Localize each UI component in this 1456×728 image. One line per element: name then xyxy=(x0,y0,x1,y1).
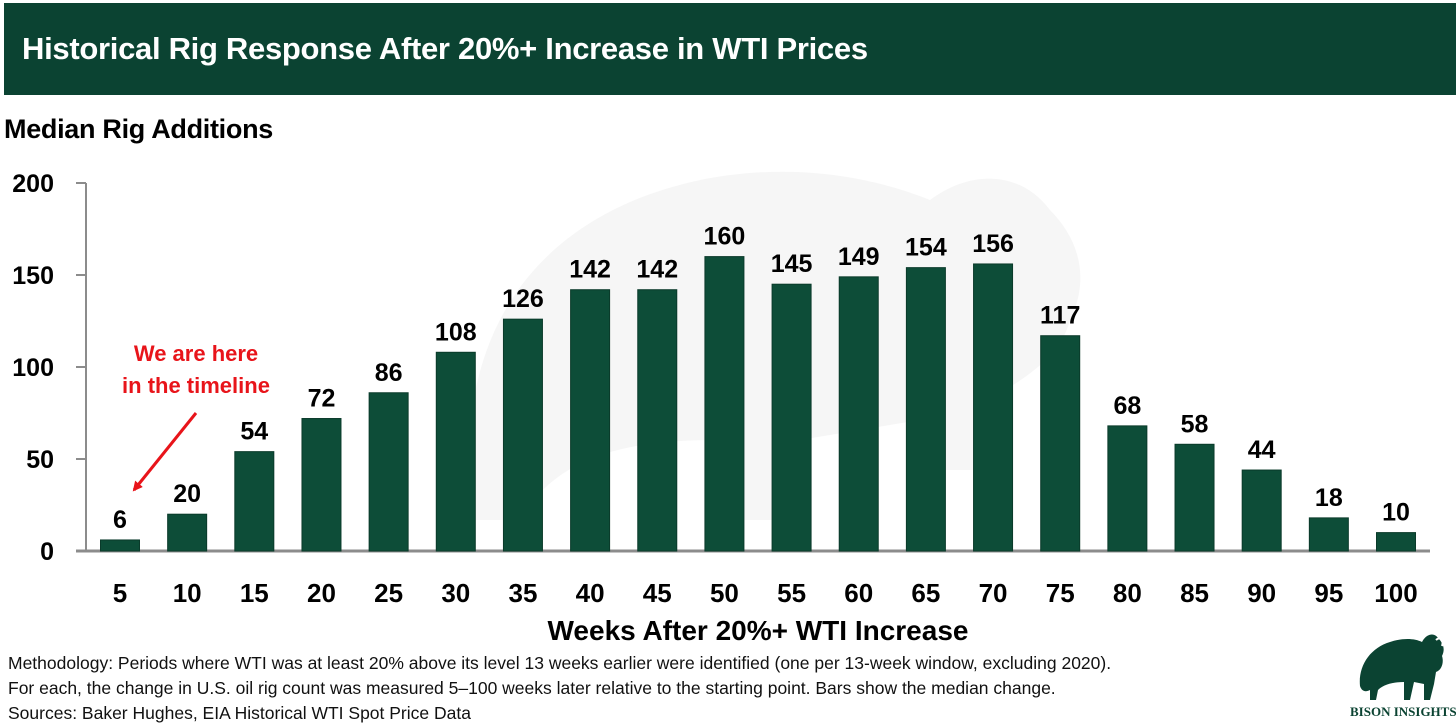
x-tick-label: 35 xyxy=(508,578,537,608)
bar xyxy=(100,539,140,552)
bar xyxy=(301,418,342,552)
bar xyxy=(838,276,879,552)
annotation-arrow xyxy=(132,412,198,492)
bar xyxy=(234,451,275,552)
logo-text: BISON INSIGHTS xyxy=(1350,704,1456,719)
data-label: 156 xyxy=(972,230,1014,258)
x-tick-label: 85 xyxy=(1180,578,1209,608)
annotation-line2: in the timeline xyxy=(122,373,270,398)
data-label: 149 xyxy=(838,243,880,271)
data-label: 142 xyxy=(636,256,678,284)
sources-note: Sources: Baker Hughes, EIA Historical WT… xyxy=(8,703,471,723)
data-label: 58 xyxy=(1181,410,1209,438)
x-tick-label: 95 xyxy=(1314,578,1343,608)
x-tick-label: 30 xyxy=(441,578,470,608)
x-tick-labels: 5 10 15 20 25 30 35 40 45 50 55 60 65 70 75 80 85 90 95 100 xyxy=(113,578,1418,608)
bar xyxy=(1308,517,1349,552)
data-label: 117 xyxy=(1040,302,1080,330)
bar xyxy=(973,263,1014,552)
data-label: 126 xyxy=(502,285,544,313)
y-tick-label: 200 xyxy=(12,170,54,198)
x-tick-label: 75 xyxy=(1046,578,1075,608)
bar xyxy=(905,267,946,552)
bar xyxy=(435,351,476,552)
x-tick-label: 100 xyxy=(1374,578,1417,608)
x-tick-label: 20 xyxy=(307,578,336,608)
x-tick-label: 40 xyxy=(576,578,605,608)
bar xyxy=(704,256,745,552)
x-tick-label: 50 xyxy=(710,578,739,608)
annotation-line1: We are here xyxy=(134,341,258,366)
bar xyxy=(1040,335,1081,552)
data-label: 10 xyxy=(1382,499,1410,527)
methodology-line-1: Methodology: Periods where WTI was at le… xyxy=(8,653,1112,673)
data-label: 20 xyxy=(173,480,201,508)
y-tick-label: 0 xyxy=(40,538,54,566)
bars xyxy=(100,256,1416,552)
x-axis-title: Weeks After 20%+ WTI Increase xyxy=(548,615,969,646)
data-labels: 6 20 54 72 86 108 126 142 142 160 145 149 154 156 117 6… xyxy=(113,223,1410,534)
x-tick-label: 60 xyxy=(844,578,873,608)
bar xyxy=(1376,532,1416,552)
bar xyxy=(570,289,611,552)
bar xyxy=(167,513,208,552)
methodology-line-2: For each, the change in U.S. oil rig cou… xyxy=(8,678,1056,698)
data-label: 72 xyxy=(308,385,336,413)
x-tick-label: 10 xyxy=(173,578,202,608)
bar xyxy=(1107,425,1148,552)
x-tick-label: 55 xyxy=(777,578,806,608)
x-tick-label: 70 xyxy=(979,578,1008,608)
x-tick-label: 45 xyxy=(643,578,672,608)
data-label: 68 xyxy=(1113,392,1141,420)
x-tick-label: 65 xyxy=(911,578,940,608)
bar xyxy=(1174,443,1215,552)
title-banner: Historical Rig Response After 20%+ Incre… xyxy=(4,3,1456,95)
bar xyxy=(502,318,543,552)
y-axis-title: Median Rig Additions xyxy=(4,114,273,144)
bison-insights-logo: BISON INSIGHTS xyxy=(1350,626,1456,726)
data-label: 154 xyxy=(905,234,947,262)
data-label: 142 xyxy=(569,256,611,284)
data-label: 44 xyxy=(1248,436,1276,464)
bar xyxy=(637,289,678,552)
data-label: 145 xyxy=(771,250,813,278)
x-tick-label: 15 xyxy=(240,578,269,608)
data-label: 108 xyxy=(435,318,477,346)
data-label: 18 xyxy=(1315,484,1343,512)
annotation: We are here in the timeline xyxy=(122,341,270,492)
x-tick-label: 5 xyxy=(113,578,127,608)
y-tick-label: 50 xyxy=(26,446,54,474)
data-label: 86 xyxy=(375,359,403,387)
x-tick-label: 25 xyxy=(374,578,403,608)
bar xyxy=(368,392,409,552)
bison-icon xyxy=(1359,634,1444,700)
x-tick-label: 90 xyxy=(1247,578,1276,608)
data-label: 54 xyxy=(240,418,268,446)
data-label: 160 xyxy=(704,223,746,251)
y-tick-label: 100 xyxy=(12,354,54,382)
bar xyxy=(1241,469,1282,552)
chart-title: Historical Rig Response After 20%+ Incre… xyxy=(22,31,868,66)
bar xyxy=(771,283,812,552)
y-tick-label: 150 xyxy=(12,262,54,290)
data-label: 6 xyxy=(113,506,127,534)
x-tick-label: 80 xyxy=(1113,578,1142,608)
